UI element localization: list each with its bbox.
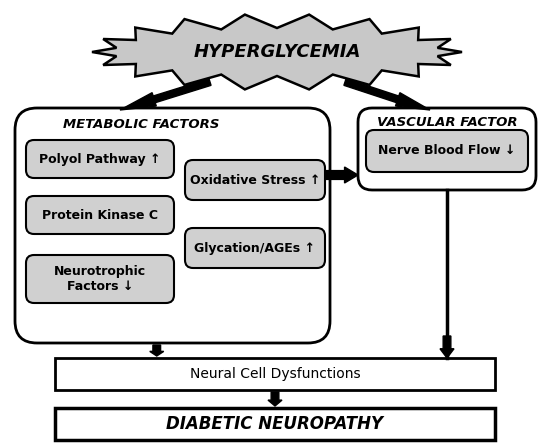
Bar [55,358,495,390]
Polygon shape [440,336,454,358]
Text: Neurotrophic
Factors ↓: Neurotrophic Factors ↓ [54,265,146,293]
FancyBboxPatch shape [366,130,528,172]
Text: VASCULAR FACTOR: VASCULAR FACTOR [377,116,517,128]
FancyBboxPatch shape [15,108,330,343]
Text: Polyol Pathway ↑: Polyol Pathway ↑ [39,152,161,166]
Polygon shape [92,15,462,89]
Text: Oxidative Stress ↑: Oxidative Stress ↑ [190,174,320,187]
Polygon shape [268,392,282,406]
Polygon shape [120,79,211,110]
Text: Neural Cell Dysfunctions: Neural Cell Dysfunctions [190,367,360,381]
Bar [55,408,495,440]
Polygon shape [344,79,430,110]
FancyBboxPatch shape [26,196,174,234]
FancyBboxPatch shape [185,228,325,268]
Text: Nerve Blood Flow ↓: Nerve Blood Flow ↓ [379,144,516,158]
Text: DIABETIC NEUROPATHY: DIABETIC NEUROPATHY [166,415,384,433]
Text: METABOLIC FACTORS: METABOLIC FACTORS [63,117,219,131]
FancyBboxPatch shape [358,108,536,190]
FancyBboxPatch shape [26,255,174,303]
Text: HYPERGLYCEMIA: HYPERGLYCEMIA [193,43,361,61]
Text: Glycation/AGEs ↑: Glycation/AGEs ↑ [194,241,315,254]
FancyBboxPatch shape [185,160,325,200]
Polygon shape [326,167,358,183]
Text: Protein Kinase C: Protein Kinase C [42,209,158,222]
FancyBboxPatch shape [26,140,174,178]
Polygon shape [150,345,164,356]
